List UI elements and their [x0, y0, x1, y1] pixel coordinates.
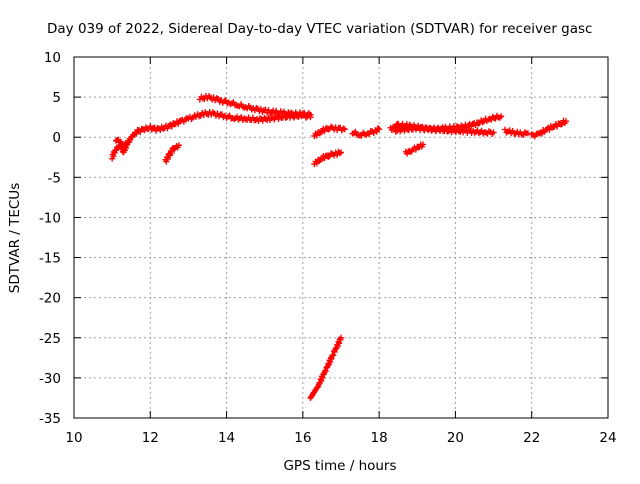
series-arc-6	[311, 148, 344, 168]
y-axis-label: SDTVAR / TECUs	[7, 183, 23, 293]
data-layer	[109, 92, 570, 402]
data-point	[175, 142, 182, 149]
data-point	[141, 127, 148, 134]
x-tick-label: 18	[371, 430, 388, 446]
y-tick-label: -25	[39, 331, 61, 347]
grid	[74, 57, 608, 418]
data-point	[133, 130, 140, 137]
y-tick-label: -5	[48, 170, 61, 186]
x-tick-labels: 10 12 14 16 18 20 22 24	[65, 430, 616, 446]
y-tick-label: -30	[39, 371, 61, 387]
series-arc-3	[162, 142, 182, 165]
x-tick-label: 22	[523, 430, 540, 446]
data-point	[126, 139, 133, 146]
data-point	[490, 129, 497, 136]
y-tick-label: 10	[44, 50, 61, 66]
data-point	[125, 138, 132, 145]
data-point	[230, 99, 237, 106]
data-point	[313, 132, 320, 139]
data-point	[175, 120, 182, 127]
y-tick-label: -15	[39, 251, 61, 267]
data-point	[366, 131, 373, 138]
series-arc-11	[502, 126, 531, 138]
data-point	[374, 125, 381, 132]
y-tick-label: -35	[39, 411, 61, 427]
series-arc-4	[196, 92, 314, 119]
plot-frame	[73, 56, 609, 419]
data-point	[420, 141, 427, 148]
x-tick-label: 16	[294, 430, 311, 446]
data-point	[341, 126, 348, 133]
data-point	[338, 334, 344, 341]
x-tick-label: 14	[218, 430, 235, 446]
x-tick-label: 20	[447, 430, 464, 446]
series-arc-12	[528, 117, 570, 140]
series-arc-7	[349, 125, 383, 139]
data-point	[317, 157, 324, 164]
data-point	[164, 156, 171, 163]
y-tick-label: -10	[39, 210, 61, 226]
series-arc-2	[112, 136, 133, 149]
y-tick-labels: 10 5 0 -5 -10 -15 -20 -25 -30 -35	[39, 50, 61, 427]
data-point	[458, 126, 465, 133]
data-point	[275, 115, 282, 122]
data-point	[157, 127, 164, 134]
data-point	[317, 129, 324, 136]
series-arc-13	[307, 334, 344, 402]
y-tick-label: 0	[52, 130, 61, 146]
data-point	[326, 153, 333, 160]
data-point	[563, 118, 570, 125]
data-point	[498, 113, 505, 120]
chart-title: Day 039 of 2022, Sidereal Day-to-day VTE…	[47, 21, 592, 37]
data-point	[313, 160, 320, 167]
x-tick-label: 24	[599, 430, 616, 446]
series-arc-1	[109, 108, 314, 162]
x-tick-label: 12	[142, 430, 159, 446]
data-point	[338, 149, 344, 156]
x-tick-label: 10	[65, 430, 82, 446]
y-tick-label: 5	[52, 90, 61, 106]
axis-ticks	[73, 56, 609, 419]
data-point	[524, 130, 531, 137]
series-arc-5	[311, 123, 348, 139]
data-point	[307, 111, 314, 118]
data-point	[137, 128, 144, 135]
x-axis-label: GPS time / hours	[283, 458, 396, 474]
data-point	[376, 126, 383, 133]
series-arc-10	[402, 141, 427, 157]
series-arc-9	[391, 123, 497, 137]
data-point	[168, 150, 175, 157]
y-tick-label: -20	[39, 291, 61, 307]
